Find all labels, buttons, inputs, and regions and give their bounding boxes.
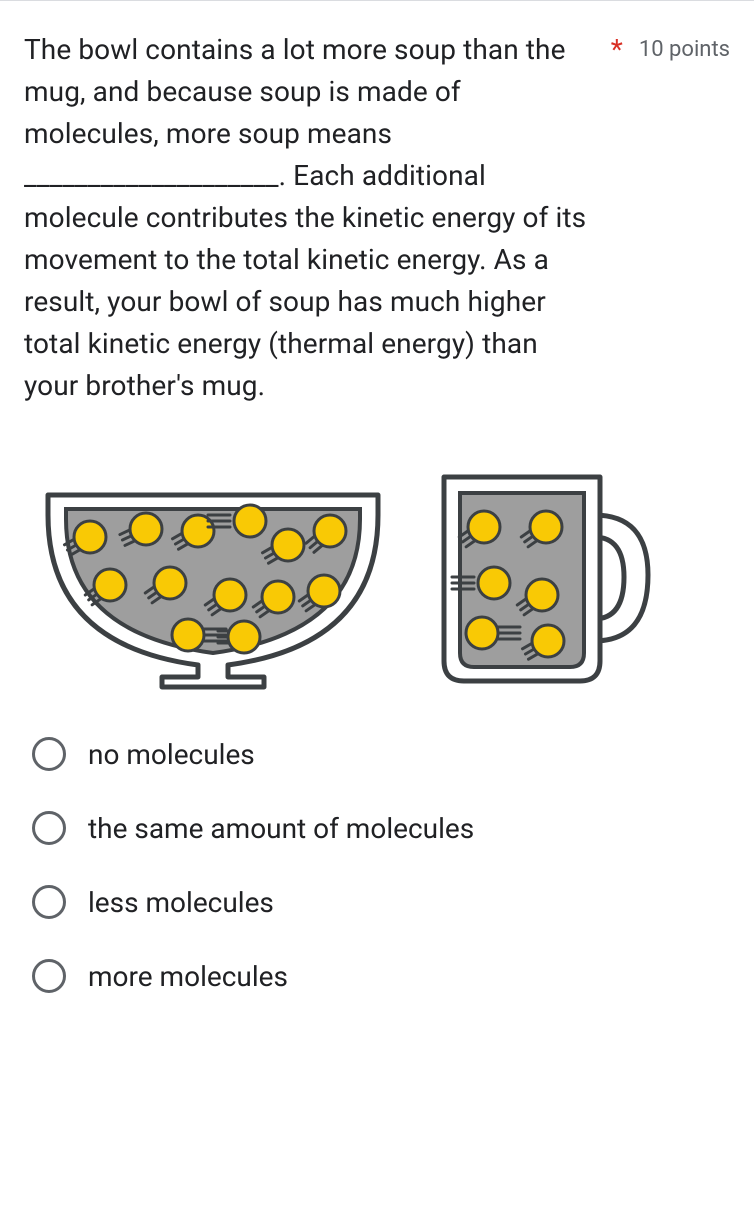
radio-icon <box>32 811 66 845</box>
option-less-molecules[interactable]: less molecules <box>32 885 730 919</box>
option-label: the same amount of molecules <box>88 812 474 845</box>
option-label: no molecules <box>88 738 255 771</box>
option-label: more molecules <box>88 960 288 993</box>
question-header: The bowl contains a lot more soup than t… <box>24 29 730 407</box>
option-no-molecules[interactable]: no molecules <box>32 737 730 771</box>
radio-icon <box>32 885 66 919</box>
option-more-molecules[interactable]: more molecules <box>32 959 730 993</box>
radio-icon <box>32 959 66 993</box>
points-label: 10 points <box>639 29 730 71</box>
bowl-illustration <box>28 465 398 695</box>
option-label: less molecules <box>88 886 274 919</box>
question-text: The bowl contains a lot more soup than t… <box>24 29 599 407</box>
question-text-wrap: The bowl contains a lot more soup than t… <box>24 29 599 407</box>
mug-illustration <box>426 455 656 695</box>
options-group: no molecules the same amount of molecule… <box>24 737 730 993</box>
radio-icon <box>32 737 66 771</box>
illustration-area <box>24 455 730 695</box>
required-asterisk: * <box>611 29 623 71</box>
option-same-molecules[interactable]: the same amount of molecules <box>32 811 730 845</box>
